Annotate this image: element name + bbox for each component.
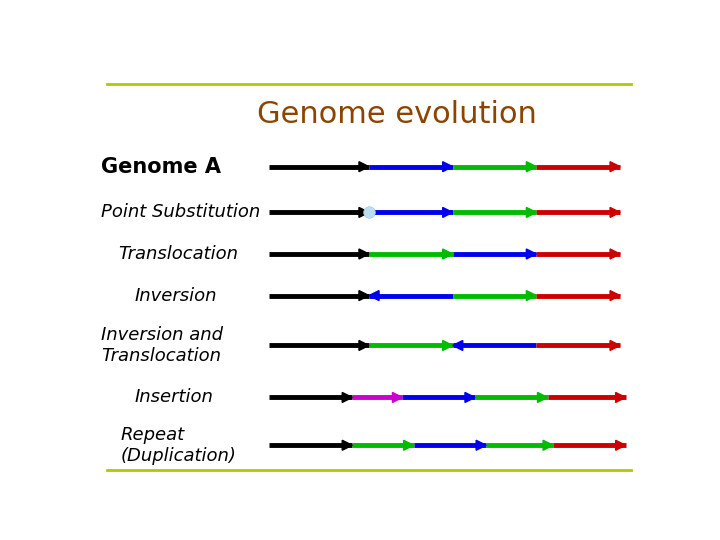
Polygon shape bbox=[610, 207, 620, 218]
Polygon shape bbox=[443, 249, 453, 259]
Polygon shape bbox=[359, 161, 369, 172]
Polygon shape bbox=[610, 161, 620, 172]
Text: Translocation: Translocation bbox=[118, 245, 238, 263]
Polygon shape bbox=[369, 291, 379, 301]
Polygon shape bbox=[526, 291, 536, 301]
Polygon shape bbox=[610, 249, 620, 259]
Polygon shape bbox=[359, 291, 369, 301]
Text: Inversion: Inversion bbox=[135, 287, 217, 305]
Text: Genome evolution: Genome evolution bbox=[257, 100, 537, 129]
Polygon shape bbox=[404, 440, 413, 450]
Polygon shape bbox=[359, 207, 369, 218]
Polygon shape bbox=[476, 440, 486, 450]
Polygon shape bbox=[443, 341, 453, 350]
Point bbox=[364, 208, 375, 217]
Polygon shape bbox=[616, 393, 626, 402]
Text: Insertion: Insertion bbox=[135, 388, 214, 407]
Polygon shape bbox=[543, 440, 553, 450]
Polygon shape bbox=[526, 207, 536, 218]
Polygon shape bbox=[392, 393, 402, 402]
Polygon shape bbox=[443, 161, 453, 172]
Polygon shape bbox=[443, 207, 453, 218]
Polygon shape bbox=[342, 393, 352, 402]
Polygon shape bbox=[453, 341, 463, 350]
Polygon shape bbox=[526, 161, 536, 172]
Polygon shape bbox=[359, 341, 369, 350]
Polygon shape bbox=[465, 393, 475, 402]
Polygon shape bbox=[538, 393, 547, 402]
Polygon shape bbox=[359, 249, 369, 259]
Polygon shape bbox=[610, 341, 620, 350]
Polygon shape bbox=[526, 249, 536, 259]
Text: Inversion and
Translocation: Inversion and Translocation bbox=[101, 326, 223, 365]
Polygon shape bbox=[616, 440, 626, 450]
Text: Point Substitution: Point Substitution bbox=[101, 204, 261, 221]
Text: Repeat
(Duplication): Repeat (Duplication) bbox=[121, 426, 237, 464]
Text: Genome A: Genome A bbox=[101, 157, 221, 177]
Polygon shape bbox=[610, 291, 620, 301]
Polygon shape bbox=[342, 440, 352, 450]
